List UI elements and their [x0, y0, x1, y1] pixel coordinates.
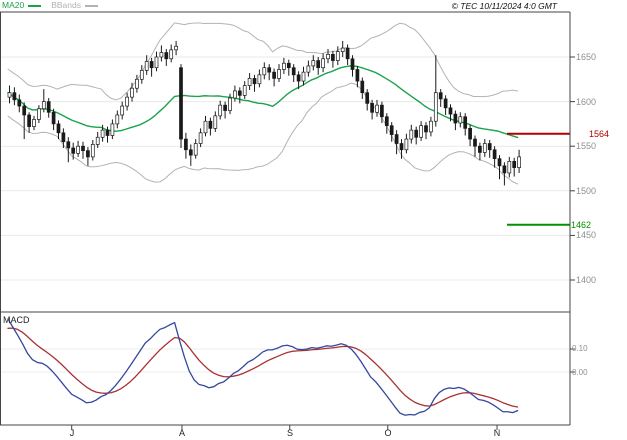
y-axis-label: 1600 — [576, 97, 597, 107]
macd-tick-label: 0.10 — [572, 344, 588, 353]
macd-tick-label: 0.00 — [572, 368, 588, 377]
y-axis-label: 1550 — [576, 141, 597, 151]
month-label: A — [178, 428, 186, 438]
copyright-text: © TEC 10/11/2024 4:0 GMT — [451, 1, 557, 11]
y-axis-label: 1400 — [576, 275, 597, 285]
bbands-legend-swatch — [85, 4, 98, 7]
legend: MA20 BBands — [2, 0, 104, 11]
month-label: S — [286, 428, 294, 438]
macd-panel-label: MACD — [3, 315, 30, 325]
support-level-label: 1462 — [571, 220, 592, 230]
month-label: J — [69, 428, 75, 438]
y-axis-label: 1650 — [576, 52, 597, 62]
ma20-legend-label: MA20 — [2, 0, 25, 10]
y-axis-label: 1500 — [576, 186, 597, 196]
ma20-legend-swatch — [28, 4, 42, 7]
bbands-legend-label: BBands — [51, 0, 81, 10]
resistance-level-label: 1564 — [589, 129, 610, 139]
month-label: O — [384, 428, 392, 438]
month-label: N — [493, 428, 501, 438]
y-axis-label: 1450 — [576, 230, 597, 240]
